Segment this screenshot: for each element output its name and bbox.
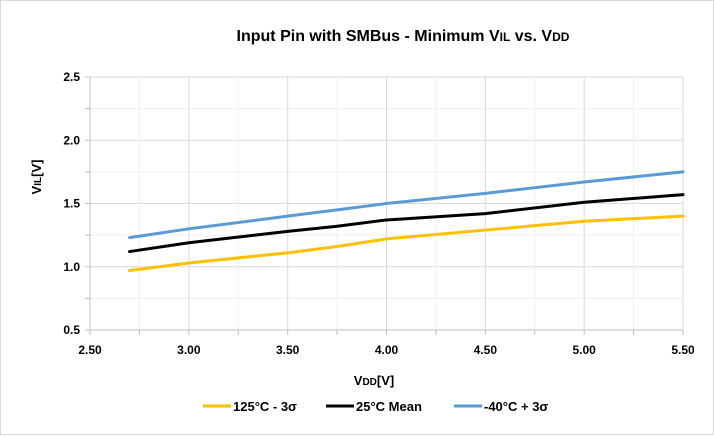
x-tick-label: 3.00 [177, 343, 201, 357]
series-line [128, 170, 685, 240]
y-tick-label: 1.5 [63, 197, 80, 211]
y-tick-label: 2.5 [63, 70, 80, 84]
legend-label: -40°C + 3σ [484, 399, 548, 414]
x-tick-label: 4.50 [474, 343, 498, 357]
x-tick-label: 5.00 [572, 343, 596, 357]
y-tick-label: 0.5 [63, 323, 80, 337]
series-lines [128, 170, 685, 273]
x-axis-label: VDD[V] [354, 373, 394, 388]
x-tick-label: 5.50 [671, 343, 695, 357]
grid [89, 76, 684, 331]
x-tick-label: 2.50 [78, 343, 102, 357]
series-line [128, 193, 685, 254]
x-tick-label: 4.00 [375, 343, 399, 357]
series-line [128, 214, 685, 273]
axes: 2.50 3.00 3.50 4.00 4.50 5.00 5.50 0.5 1.0 1.5 2.0… [63, 70, 695, 357]
chart-title: Input Pin with SMBus - Minimum VIL vs. V… [237, 28, 570, 45]
legend-label: 125°C - 3σ [233, 399, 297, 414]
y-axis-label: VIL[V] [29, 160, 44, 195]
x-tick-label: 3.50 [276, 343, 300, 357]
y-tick-label: 1.0 [63, 260, 80, 274]
legend-label: 25°C Mean [356, 399, 422, 414]
y-tick-label: 2.0 [63, 133, 80, 147]
legend: 125°C - 3σ 25°C Mean -40°C + 3σ [203, 399, 548, 414]
